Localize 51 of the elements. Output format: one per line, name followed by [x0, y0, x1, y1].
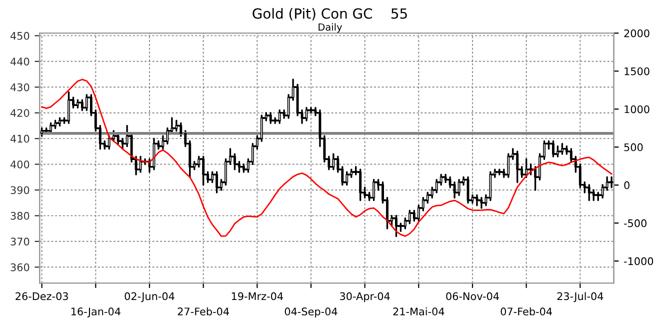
y-tick-label: 390 [10, 186, 30, 194]
candlestick [214, 171, 220, 194]
y2-tick-label: 2000 [624, 29, 650, 38]
candlestick [393, 214, 400, 238]
candlestick [559, 142, 566, 155]
candlestick [48, 122, 54, 134]
y-tick-label: 420 [10, 109, 30, 117]
candlestick [200, 156, 206, 186]
y2-tick-label: 0 [624, 181, 630, 190]
x-tick-label: 04-Sep-04 [284, 308, 338, 318]
candlestick [138, 156, 144, 173]
y2-tick-label: 1500 [624, 67, 650, 76]
candlestick [357, 168, 364, 202]
y-tick-label: 410 [10, 134, 30, 143]
y-tick-label: 360 [10, 263, 30, 272]
candlestick [276, 109, 282, 124]
y-tick-label: 370 [10, 238, 30, 246]
y2-tick-label: 500 [624, 143, 643, 152]
x-tick-label: 21-Mai-04 [393, 307, 444, 316]
x-tick-label: 07-Feb-04 [500, 307, 552, 316]
y-tick-label: 400 [10, 160, 30, 168]
line-series [41, 78, 612, 237]
x-tick-label: 30-Apr-04 [340, 292, 390, 302]
x-tick-label: 26-Dez-03 [16, 292, 68, 300]
chart-subtitle: Daily [318, 23, 342, 33]
candlestick [370, 178, 377, 202]
candlestick [523, 158, 530, 178]
y2-tick-label: -500 [624, 219, 646, 228]
y-tick-label: 380 [10, 212, 30, 220]
candlestick [550, 140, 556, 158]
x-tick-label: 16-Jan-04 [71, 308, 120, 318]
x-tick-label: 02-Jun-04 [124, 292, 174, 302]
x-tick-label: 27-Feb-04 [178, 307, 229, 316]
candlestick [56, 117, 63, 127]
candlestick [586, 184, 592, 202]
y2-tick-label: -1000 [624, 257, 654, 266]
candlestick [66, 91, 72, 124]
y-tick-label: 440 [10, 58, 30, 66]
chart-title: Gold (Pit) Con GC 55 [252, 8, 407, 20]
candlestick [452, 181, 458, 199]
y2-tick-label: 1000 [624, 105, 650, 114]
x-tick-label: 06-Nov-04 [446, 292, 499, 300]
candlestick [268, 112, 274, 124]
candlestick [40, 127, 45, 137]
y-tick-label: 450 [10, 32, 30, 40]
candlestick [115, 132, 121, 145]
candlestick [74, 99, 81, 109]
candlestick [52, 120, 58, 130]
x-tick-label: 19-Mrz-04 [232, 292, 283, 300]
y-tick-label: 430 [10, 83, 30, 92]
x-tick-label: 23-Jul-04 [557, 292, 604, 302]
